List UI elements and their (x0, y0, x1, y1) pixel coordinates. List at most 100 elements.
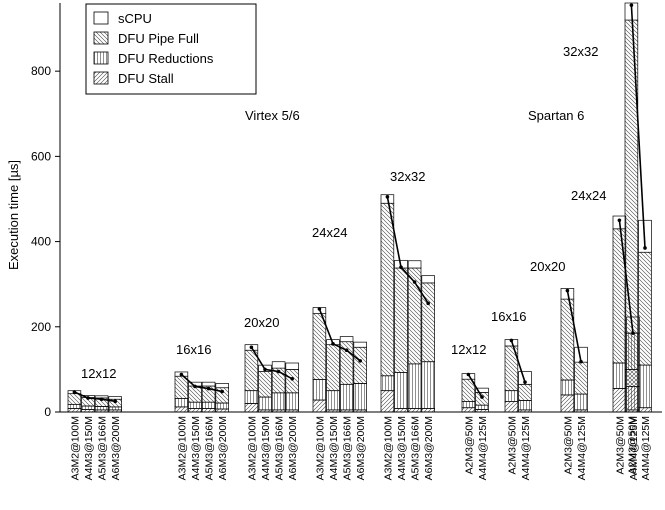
group-size-label: 16x16 (176, 342, 211, 357)
trend-point (276, 369, 281, 374)
trend-line (250, 346, 293, 380)
trend-point (99, 397, 104, 402)
group-size-label: 20x20 (244, 315, 279, 330)
x-tick-label: A6M3@200M (355, 416, 367, 480)
trend-point (629, 3, 634, 7)
x-tick-label: A2M3@50M (506, 416, 518, 475)
x-tick-label: A4M4@125M (520, 416, 532, 480)
group-size-label: 12x12 (451, 342, 486, 357)
x-tick-label: A4M4@125M (477, 416, 489, 480)
trend-line (74, 391, 116, 403)
bar-segment-scpu (271, 361, 286, 369)
x-tick-label: A4M4@125M (628, 416, 640, 480)
trend-line (630, 5, 646, 249)
group-size-label: 24x24 (312, 225, 347, 240)
bar-segment-dfu-pipe-full (394, 267, 408, 373)
bar-segment-dfu-reductions (421, 361, 435, 409)
legend-box (85, 3, 257, 95)
trend-point (523, 380, 527, 384)
group-size-label: 24x24 (571, 188, 606, 203)
trend-point (631, 331, 635, 335)
bar-segment-scpu (421, 275, 435, 284)
trend-line (566, 290, 582, 362)
bar-segment-dfu-stall (312, 399, 327, 413)
trend-point (565, 288, 570, 293)
x-tick-label: A5M3@166M (204, 416, 216, 480)
bar-segment-dfu-stall (624, 369, 639, 413)
y-tick-label: 800 (31, 64, 51, 78)
trend-point (412, 280, 417, 284)
x-tick-label: A4M4@125M (576, 416, 588, 480)
legend-label: DFU Reductions (118, 51, 214, 66)
bar-segment-dfu-stall (380, 390, 395, 413)
bar-segment-dfu-pipe-full (174, 375, 189, 399)
legend-label: DFU Pipe Full (118, 31, 199, 46)
trend-point (249, 345, 254, 350)
bar-segment-dfu-reductions (67, 403, 82, 409)
bar-segment-dfu-stall (475, 409, 489, 413)
bar-segment-dfu-reductions (353, 383, 367, 411)
x-tick-labels-layer: A3M2@100M A4M3@150M A5M3@166M A6M3@200M A3M2… (69, 416, 652, 480)
trend-point (466, 372, 471, 377)
trend-point (617, 218, 622, 223)
bar-segment-dfu-reductions (394, 372, 408, 409)
trend-line (510, 340, 526, 383)
bar-segment-dfu-reductions (380, 375, 395, 392)
bar-segment-dfu-reductions (461, 400, 476, 409)
bar-segment-dfu-pipe-full (638, 251, 652, 366)
trend-line (386, 196, 429, 304)
bar-segment-dfu-reductions (94, 406, 109, 411)
bar-segment-dfu-reductions (638, 364, 652, 409)
trend-point (220, 389, 224, 394)
bar-segment-dfu-reductions (244, 390, 259, 404)
legend-swatch (93, 11, 109, 25)
bar-segment-scpu (215, 383, 229, 389)
trend-point (263, 367, 267, 372)
group-size-label: 32x32 (390, 169, 425, 184)
bar-segment-dfu-stall (407, 408, 422, 413)
bar-segment-dfu-stall (394, 408, 408, 413)
bar-segment-dfu-stall (81, 409, 95, 413)
x-tick-label: A4M4@125M (640, 416, 652, 480)
bar-segment-dfu-reductions (407, 363, 422, 409)
bar-segment-dfu-pipe-full (188, 385, 202, 403)
legend-swatch (93, 51, 109, 65)
group-size-label: 32x32 (563, 44, 598, 59)
x-tick-label: A3M2@100M (176, 416, 188, 480)
bar-segment-dfu-stall (612, 388, 627, 413)
bar-segment-scpu (285, 362, 299, 370)
x-tick-label: A2M3@50M (463, 416, 475, 475)
trend-point (579, 359, 583, 364)
trend-point (290, 376, 295, 381)
trend-point (113, 399, 117, 404)
bar-segment-dfu-pipe-full (67, 393, 82, 405)
trend-point (179, 372, 184, 377)
bar-segment-dfu-stall (188, 408, 202, 413)
x-tick-label: A5M3@166M (342, 416, 354, 480)
trend-point (480, 395, 484, 399)
trend-point (86, 396, 90, 400)
bar-segment-dfu-reductions (326, 390, 340, 411)
group-labels-layer: 12x12 16x16 20x20 24x24 32x32 12x12 16x16 20x20… (81, 44, 606, 381)
x-tick-label: A3M2@100M (246, 416, 258, 480)
trend-point (193, 384, 197, 389)
bar-segment-dfu-pipe-full (574, 361, 588, 395)
legend-swatch (93, 71, 109, 85)
bar-segment-dfu-stall (638, 407, 652, 413)
y-tick-label: 600 (31, 149, 51, 163)
trend-point (331, 342, 335, 346)
bar-segment-dfu-pipe-full (380, 202, 395, 377)
bar-segment-dfu-stall (504, 400, 519, 413)
x-tick-label: A4M3@150M (328, 416, 340, 480)
x-tick-label: A6M3@200M (217, 416, 229, 480)
bar-segment-dfu-reductions (215, 402, 229, 410)
bar-segment-dfu-reductions (612, 362, 627, 389)
x-tick-label: A6M3@200M (110, 416, 122, 480)
trend-line (467, 374, 483, 398)
y-tick-label: 200 (31, 320, 51, 334)
bar-segment-dfu-reductions (518, 400, 532, 411)
trend-point (358, 359, 363, 363)
x-tick-label: A6M3@200M (287, 416, 299, 480)
bar-segment-scpu (108, 396, 122, 400)
bar-segment-scpu (475, 387, 489, 393)
